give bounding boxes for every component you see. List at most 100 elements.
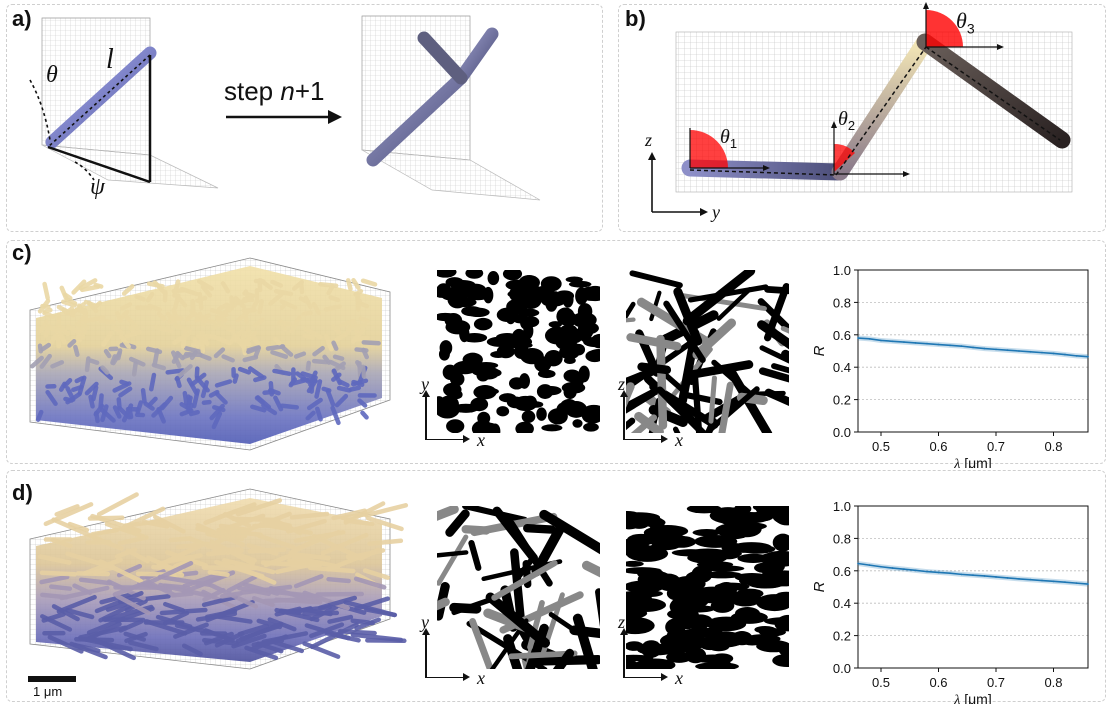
slice-rod	[626, 333, 682, 351]
slice-rod	[626, 317, 636, 323]
slice-blob	[762, 565, 784, 579]
slice-blob	[758, 628, 786, 637]
rod	[189, 350, 198, 361]
rod	[83, 299, 98, 308]
rod	[103, 348, 112, 359]
slice-rod	[758, 367, 789, 383]
rod	[334, 393, 349, 408]
rod	[308, 565, 356, 574]
chart-d-data-point	[1018, 578, 1020, 580]
slice-blob	[486, 336, 512, 347]
slice-blob	[577, 322, 599, 335]
rod	[331, 340, 339, 351]
rod	[79, 312, 88, 323]
rod	[327, 614, 354, 624]
rod	[258, 522, 313, 536]
rod	[124, 314, 140, 331]
rod	[246, 346, 259, 355]
rod	[312, 345, 325, 357]
chart-c-data-point	[903, 341, 905, 343]
panel-a-rod-step	[366, 71, 468, 167]
chart-c-ytick-label: 0.4	[833, 360, 851, 375]
rod	[100, 365, 110, 375]
rod	[348, 385, 362, 392]
rod	[360, 278, 378, 287]
rod	[233, 295, 247, 310]
rod	[93, 282, 104, 289]
slice-blob	[731, 512, 770, 524]
chart-d-ytick-label: 0.0	[833, 661, 851, 676]
chart-c-data-point	[1052, 352, 1055, 355]
rod	[75, 329, 88, 340]
panel-b-theta1-label: θ1	[720, 126, 738, 151]
rod	[293, 530, 346, 543]
rod	[39, 574, 70, 585]
panel-b-frame	[618, 4, 1106, 232]
slice-blob	[640, 640, 662, 658]
slice-blob	[487, 271, 500, 286]
rod	[364, 607, 398, 618]
rod	[279, 403, 299, 410]
rod	[250, 634, 289, 652]
slice-blob	[706, 549, 742, 558]
slice-blob	[559, 344, 580, 360]
rod	[173, 558, 195, 569]
chart-d-ytick-label: 1.0	[833, 499, 851, 514]
slice-blob	[585, 350, 600, 363]
rod	[56, 304, 68, 313]
chart-c-data-point	[1064, 353, 1066, 356]
rod	[186, 394, 192, 406]
slice-blob	[578, 365, 590, 383]
panel-d-reflectance-chart: 0.0 0.2 0.4 0.6 0.8 1.0 0.5 0.6 0.7 0.8 λ [μm] R	[811, 499, 1089, 704]
chart-c-data-point	[1029, 350, 1032, 353]
rod	[115, 311, 123, 324]
rod	[205, 548, 244, 557]
slice-blob	[575, 287, 588, 305]
rod	[211, 317, 228, 330]
rod	[328, 359, 346, 371]
chart-d-data-point	[857, 562, 859, 565]
chart-c-ytick-label: 0.8	[833, 295, 851, 310]
slice-blob	[715, 659, 733, 669]
rod	[272, 368, 292, 377]
slice-blob	[643, 526, 676, 539]
rod	[152, 348, 160, 367]
slice-rod	[468, 540, 482, 571]
rod	[204, 608, 238, 620]
rod	[247, 366, 265, 379]
rod	[265, 344, 286, 351]
chart-d-data-point	[868, 564, 871, 567]
panel-c-xy-horiz: x	[477, 430, 485, 450]
rod	[72, 642, 101, 653]
panel-c-xy-vert: y	[421, 374, 429, 394]
slice-blob	[496, 406, 510, 417]
chart-d-xlabel: λ [μm]	[953, 691, 991, 704]
slice-rod	[437, 550, 469, 558]
rod	[90, 513, 142, 534]
rod	[317, 595, 358, 611]
slice-rod	[626, 386, 661, 411]
rod	[345, 278, 353, 292]
rod	[306, 397, 323, 411]
panel-d-xy-horiz: x	[477, 668, 485, 688]
slice-blob	[536, 384, 554, 399]
rod	[336, 385, 352, 393]
rod	[199, 333, 206, 354]
rod	[235, 309, 251, 323]
slice-rod	[449, 602, 482, 614]
slice-blob	[568, 280, 592, 288]
slice-rod	[663, 300, 706, 363]
chart-d-data-point	[1041, 579, 1043, 582]
rod	[45, 389, 58, 406]
chart-d-data-point	[891, 567, 894, 569]
chart-d-xtick-label: 0.5	[872, 675, 890, 690]
slice-blob	[706, 616, 747, 632]
rod	[242, 291, 256, 299]
rod	[353, 335, 370, 342]
rod	[157, 574, 212, 587]
rod	[275, 519, 303, 536]
panel-b-theta1-wedge	[690, 130, 728, 168]
slice-blob	[522, 316, 540, 328]
panel-a-length: l	[106, 44, 114, 75]
rod	[115, 593, 151, 616]
